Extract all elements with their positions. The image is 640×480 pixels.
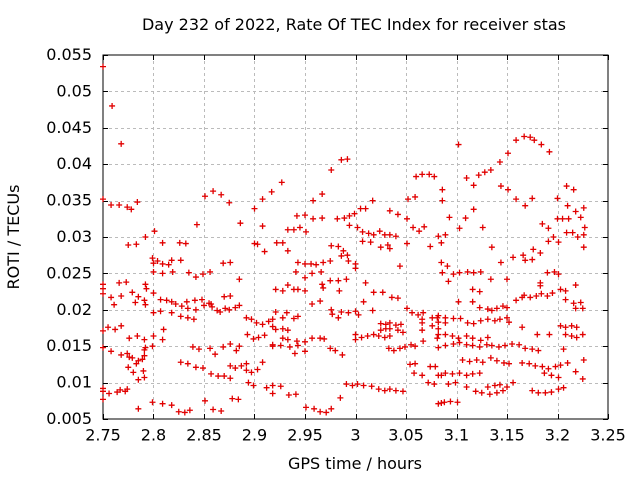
y-tick-label: 0.015 xyxy=(46,336,92,355)
x-tick-label: 3.2 xyxy=(545,426,570,445)
x-tick-label: 3.05 xyxy=(388,426,424,445)
grid-lines xyxy=(103,55,608,419)
x-tick-label: 2.95 xyxy=(287,426,323,445)
y-axis-label: ROTI / TECUs xyxy=(4,185,23,290)
x-tick-label: 3 xyxy=(350,426,360,445)
x-tick-label: 3.1 xyxy=(444,426,469,445)
x-tick-label: 2.8 xyxy=(141,426,166,445)
x-axis-label: GPS time / hours xyxy=(288,454,422,473)
y-tick-label: 0.005 xyxy=(46,409,92,428)
x-tick-label: 2.75 xyxy=(85,426,121,445)
plot-border xyxy=(102,54,609,420)
y-tick-labels: 0.005 0.01 0.015 0.02 0.025 0.03 0.035 0.04 0.04… xyxy=(46,45,92,428)
data-points xyxy=(100,63,588,416)
y-tick-label: 0.04 xyxy=(56,154,92,173)
chart-title: Day 232 of 2022, Rate Of TEC Index for r… xyxy=(142,15,566,34)
y-tick-label: 0.035 xyxy=(46,191,92,210)
x-tick-label: 3.25 xyxy=(590,426,626,445)
scatter-plus-markers xyxy=(100,63,588,416)
x-tick-label: 2.9 xyxy=(242,426,267,445)
x-tick-labels: 2.75 2.8 2.85 2.9 2.95 3 3.05 3.1 3.15 3.2 3.25 xyxy=(85,426,626,445)
y-tick-label: 0.03 xyxy=(56,227,92,246)
y-tick-label: 0.01 xyxy=(56,373,92,392)
y-tick-label: 0.025 xyxy=(46,263,92,282)
y-tick-label: 0.02 xyxy=(56,300,92,319)
y-tick-label: 0.045 xyxy=(46,118,92,137)
y-tick-label: 0.055 xyxy=(46,45,92,64)
y-tick-label: 0.05 xyxy=(56,81,92,100)
x-tick-label: 2.85 xyxy=(186,426,222,445)
x-tick-label: 3.15 xyxy=(489,426,525,445)
